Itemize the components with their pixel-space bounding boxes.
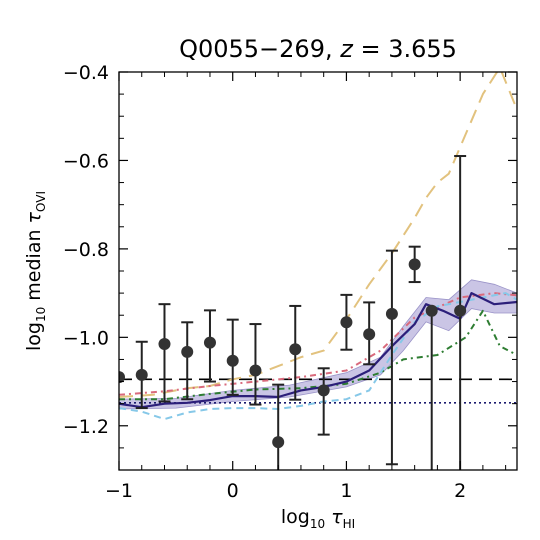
x-tick-label-2: 1 [340, 480, 352, 502]
axis-ticks: −1 0 1 2 −1.2 −1.0 −0.8 −0.6 −0.4 [63, 62, 517, 502]
y-tick-label-0: −1.2 [63, 416, 109, 438]
data-point-2 [158, 337, 171, 350]
data-point-11 [363, 328, 376, 341]
x-tick-label-0: −1 [105, 480, 133, 502]
data-point-8 [289, 343, 302, 356]
series-line-3 [119, 292, 517, 396]
chart-title: Q0055−269, z = 3.655 [179, 35, 457, 63]
data-point-9 [317, 384, 330, 397]
y-tick-label-1: −1.0 [63, 327, 109, 349]
series-line-0 [119, 292, 517, 409]
x-tick-label-3: 2 [454, 480, 466, 502]
data-point-3 [181, 345, 194, 358]
data-point-1 [135, 368, 148, 381]
series-line-4 [119, 309, 517, 401]
series-band-1 [119, 279, 517, 410]
y-tick-label-2: −0.8 [63, 239, 109, 261]
data-point-0 [119, 371, 125, 384]
data-point-5 [226, 354, 239, 367]
x-axis-label: log10 τHI [281, 506, 355, 531]
series-line-2 [119, 72, 517, 398]
data-point-14 [425, 304, 438, 317]
data-point-7 [272, 436, 285, 449]
x-tick-label-1: 0 [227, 480, 239, 502]
y-axis-label: log10 median τOVI [23, 191, 48, 351]
data-point-10 [340, 316, 353, 329]
data-point-6 [249, 364, 262, 377]
y-tick-label-3: −0.6 [63, 150, 109, 172]
data-point-13 [408, 258, 421, 271]
plot-area [119, 72, 517, 470]
data-point-15 [454, 304, 467, 317]
data-point-12 [385, 307, 398, 320]
plot-frame [118, 71, 518, 471]
y-tick-label-4: −0.4 [63, 62, 109, 84]
data-point-4 [203, 336, 216, 349]
